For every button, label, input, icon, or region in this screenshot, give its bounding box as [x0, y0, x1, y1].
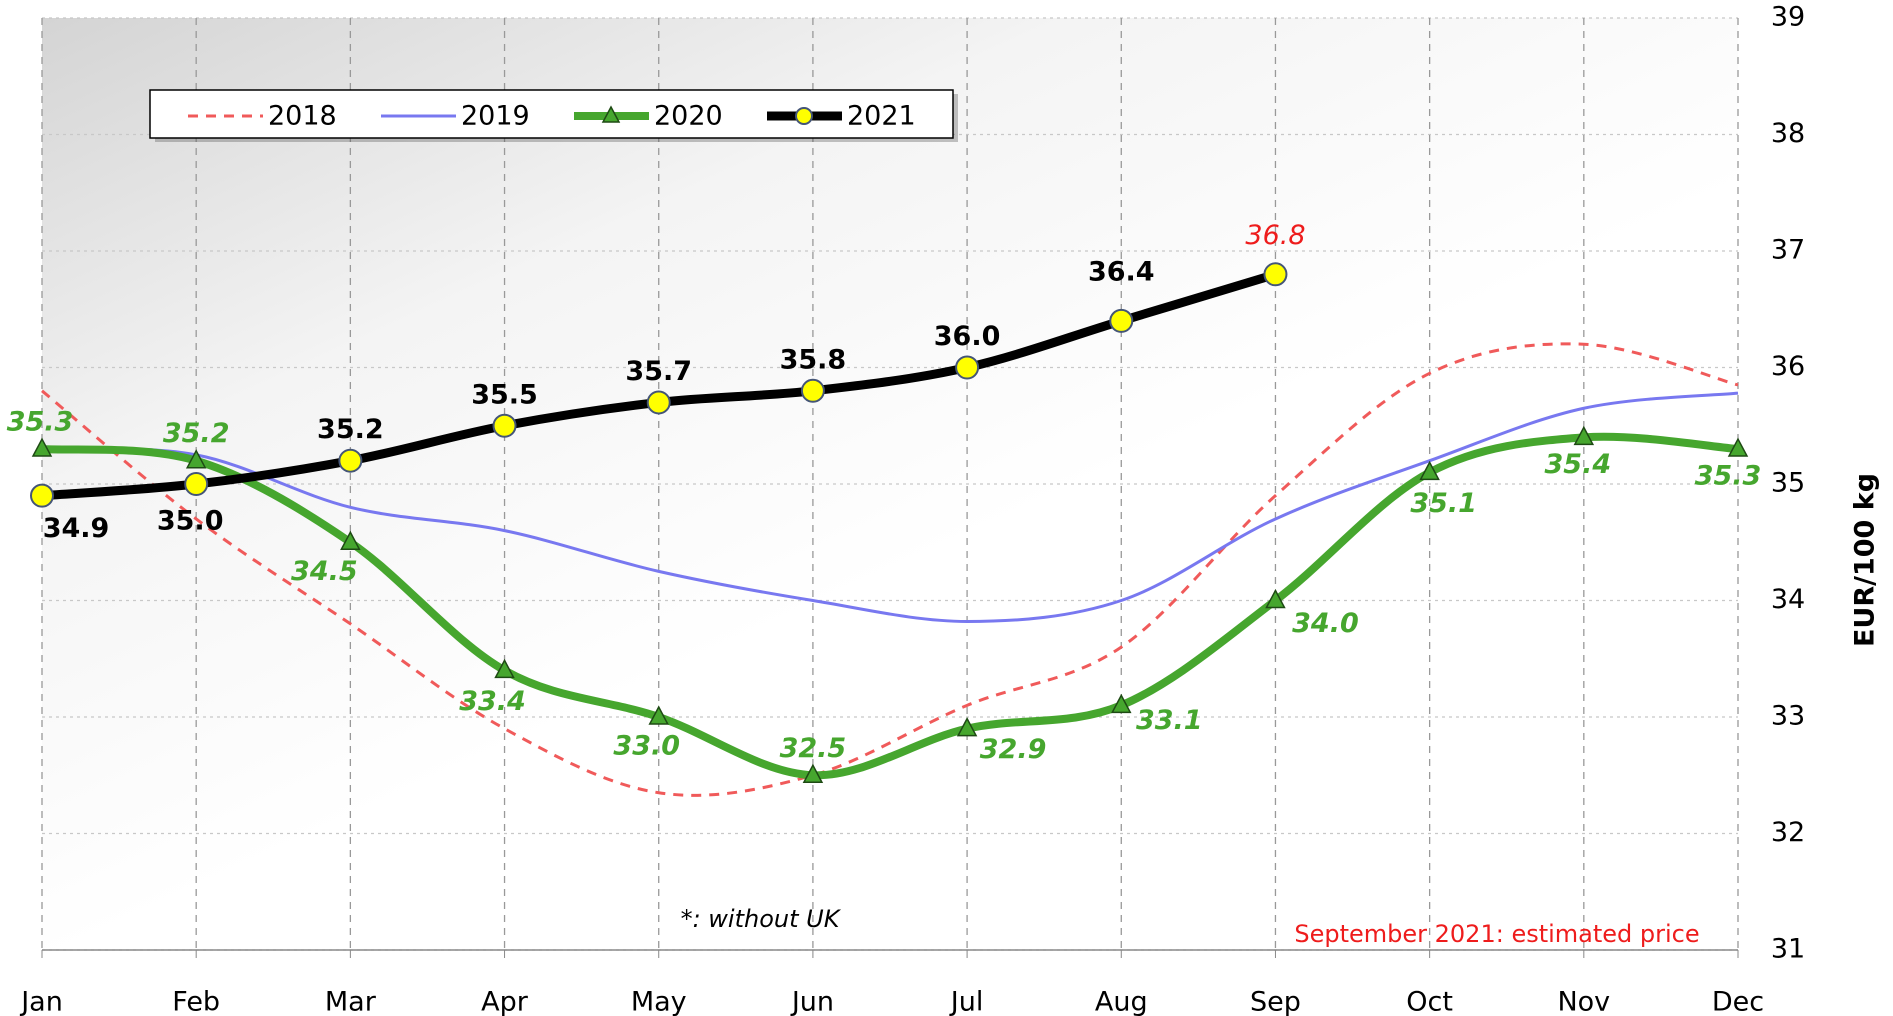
y-tick-label: 36	[1771, 351, 1805, 382]
marker	[30, 483, 54, 508]
data-label: 35.7	[625, 356, 692, 387]
legend: 2018 2019 2020 2021	[149, 89, 958, 142]
marker	[1419, 460, 1440, 481]
annotation: September 2021: estimated price	[1294, 920, 1699, 948]
x-tick-label: May	[631, 987, 687, 1016]
data-label: 35.3	[7, 407, 74, 438]
marker	[955, 355, 980, 380]
marker	[800, 378, 825, 403]
y-tick-label: 33	[1771, 701, 1805, 732]
data-label: 32.5	[780, 733, 847, 764]
data-label: 36.8	[1245, 220, 1305, 251]
data-label: 36.0	[934, 321, 1001, 352]
y-tick-label: 38	[1771, 118, 1805, 149]
marker	[340, 530, 361, 550]
marker	[492, 413, 517, 438]
marker	[1109, 308, 1134, 333]
y-tick-label: 39	[1771, 2, 1805, 33]
data-label: 35.0	[157, 506, 224, 537]
marker	[338, 448, 363, 473]
y-tick-label: 31	[1771, 934, 1805, 965]
series-line	[41, 342, 1739, 797]
series-line	[41, 391, 1739, 623]
marker	[1263, 262, 1288, 287]
legend-label: 2018	[268, 101, 337, 132]
data-label: 34.5	[291, 556, 358, 587]
x-tick-label: Jun	[790, 987, 834, 1016]
y-tick-label: 32	[1771, 817, 1805, 848]
y-axis-label: EUR/100 kg	[1850, 473, 1881, 647]
series-markers: 35.3 35.2 34.5 33.4 33.0 32.5 32.9 33.1 34.0 35.1…	[7, 220, 1762, 783]
x-tick-label: Dec	[1712, 987, 1764, 1016]
x-tick-label: Sep	[1250, 987, 1301, 1016]
data-label: 35.5	[471, 379, 538, 410]
data-label: 35.2	[163, 418, 230, 449]
data-label: 35.8	[780, 344, 847, 375]
marker	[494, 658, 515, 679]
annotation: *: without UK	[681, 905, 842, 933]
marker	[185, 449, 207, 469]
legend-label: 2021	[847, 101, 916, 132]
legend-label: 2019	[461, 101, 530, 132]
legend-label: 2020	[654, 101, 723, 132]
x-tick-label: Nov	[1557, 987, 1610, 1016]
data-label: 36.4	[1088, 256, 1155, 287]
marker	[31, 437, 53, 457]
marker	[1573, 425, 1595, 446]
data-label: 34.0	[1292, 608, 1359, 639]
marker	[1727, 437, 1749, 457]
x-tick-label: Oct	[1406, 987, 1453, 1016]
x-tick-label: Aug	[1095, 987, 1148, 1016]
marker	[802, 763, 824, 783]
marker	[184, 472, 209, 496]
legend-marker	[795, 107, 813, 125]
x-tick-label: Apr	[481, 987, 529, 1016]
y-tick-label: 34	[1771, 584, 1805, 615]
data-label: 32.9	[980, 734, 1047, 765]
data-label: 34.9	[43, 513, 110, 544]
marker	[956, 717, 978, 737]
data-label: 35.2	[317, 414, 384, 445]
marker	[648, 705, 669, 725]
y-tick-label: 35	[1771, 468, 1805, 499]
data-label: 33.1	[1136, 705, 1203, 736]
x-tick-label: Feb	[172, 987, 220, 1016]
x-tick-label: Jul	[949, 987, 984, 1016]
data-label: 33.4	[459, 686, 526, 717]
y-tick-label: 37	[1771, 235, 1805, 266]
data-label: 35.1	[1410, 488, 1477, 519]
data-label: 35.4	[1545, 449, 1612, 480]
marker	[1111, 693, 1132, 714]
x-tick-label: Jan	[19, 987, 63, 1016]
data-label: 35.3	[1695, 461, 1762, 492]
data-label: 33.0	[613, 731, 680, 762]
marker	[1265, 588, 1286, 609]
legend-marker	[601, 105, 621, 123]
marker	[646, 390, 671, 415]
x-tick-label: Mar	[325, 987, 377, 1016]
